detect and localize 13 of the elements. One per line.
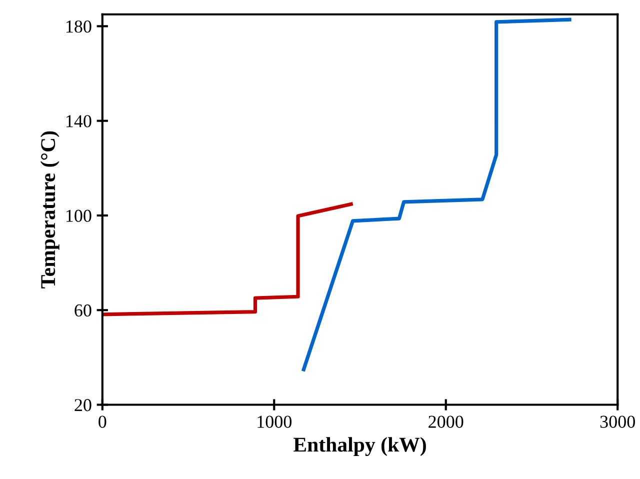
line-series <box>302 18 572 372</box>
y-tick-label: 20 <box>74 399 92 412</box>
x-tick-label: 0 <box>98 416 106 428</box>
y-tick-label: 140 <box>66 115 92 128</box>
x-axis-title: Enthalpy (kW) <box>294 437 426 456</box>
y-tick-label: 180 <box>66 20 92 33</box>
line-series <box>102 202 353 316</box>
x-tick-label: 2000 <box>428 416 464 428</box>
x-tick-label: 3000 <box>600 416 635 428</box>
x-tick-label: 1000 <box>258 416 292 428</box>
y-tick-label: 100 <box>66 210 92 222</box>
y-axis-title: Temperature (°C) <box>40 131 60 288</box>
y-tick-label: 60 <box>74 304 92 317</box>
